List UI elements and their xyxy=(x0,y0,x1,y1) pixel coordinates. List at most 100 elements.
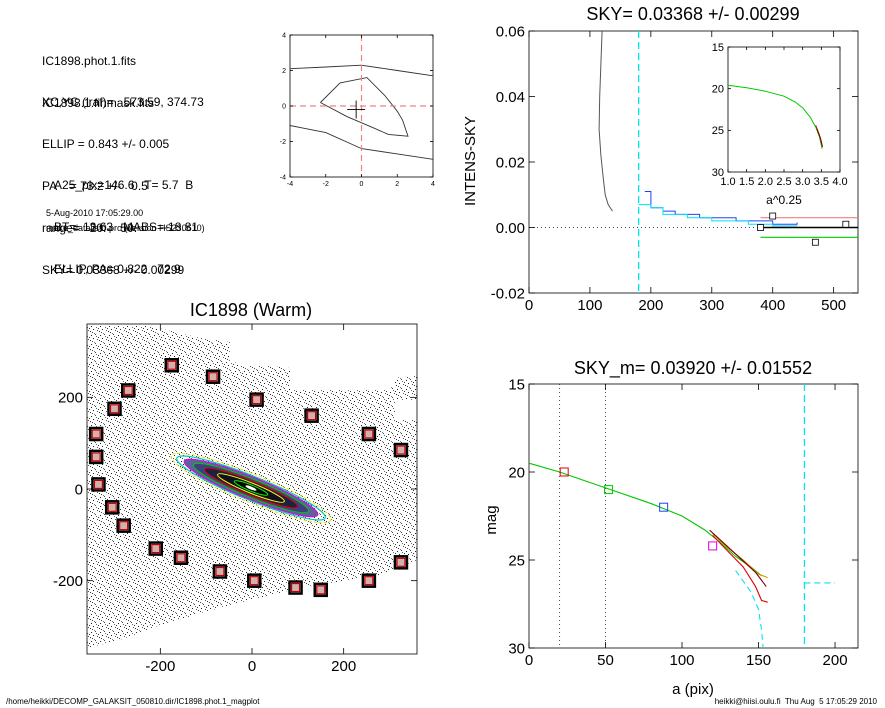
mag-ticks: 0 50 100 150 200 15 20 25 30 xyxy=(508,376,858,669)
x-tick-label: 200 xyxy=(638,297,663,314)
info-block-files: IC1898.phot.1.fits IC1898.1.finmask.fits xyxy=(42,26,154,124)
sky-boxes xyxy=(88,358,409,598)
sky-series-line xyxy=(638,204,798,227)
sky-inset: 1.0 1.5 2.0 2.5 3.0 3.5 4.0 15 20 25 30 a^0.25 xyxy=(712,42,848,207)
contour-ticks: -4 -2 0 2 4 -4 -2 0 2 4 xyxy=(280,32,435,188)
x-tick-label: 200 xyxy=(331,658,356,675)
sky-box-inner xyxy=(176,553,186,563)
mag-marker xyxy=(659,502,669,512)
inset-curve-line xyxy=(816,128,823,148)
sky-box-inner xyxy=(396,557,406,567)
sky-box-inner xyxy=(123,385,133,396)
galaxy-isophotes xyxy=(170,452,332,524)
galaxy-image-plot: IC1898 (Warm) -200 0 200 -200 0 200 xyxy=(53,300,418,675)
image-ticks: -200 0 200 -200 0 200 xyxy=(53,324,417,675)
x-tick-label: 1.0 xyxy=(720,176,735,188)
sky-box-inner xyxy=(109,404,120,414)
mag-frame xyxy=(528,383,859,649)
y-tick-label: 30 xyxy=(712,167,724,179)
sky-profile-plot: SKY= 0.03368 +/- 0.00299 INTENS-SKY 0 100… xyxy=(462,4,859,314)
y-tick-label: -200 xyxy=(53,573,83,590)
y-tick-label: 0 xyxy=(75,481,83,498)
info-program: make_datalist0.pro (version HS230610) xyxy=(46,223,205,233)
sky-box-inner xyxy=(396,445,406,455)
sky-marker xyxy=(811,238,819,246)
x-tick-label: -2 xyxy=(323,181,329,188)
inset-ticks: 1.0 1.5 2.0 2.5 3.0 3.5 4.0 15 20 25 30 xyxy=(712,42,848,188)
sky-box-inner xyxy=(107,502,117,512)
x-tick-label: 0 xyxy=(525,297,533,314)
y-tick-label: 25 xyxy=(712,125,724,137)
y-tick-label: 15 xyxy=(712,42,724,54)
sky-box-inner xyxy=(208,372,218,382)
sky-box-inner xyxy=(364,429,374,439)
mag-marker xyxy=(604,485,614,495)
contour-plot: -4 -2 0 2 4 -4 -2 0 2 4 xyxy=(280,32,435,188)
y-tick-label: -0.02 xyxy=(491,285,525,302)
sky-ylabel: INTENS-SKY xyxy=(462,116,479,206)
info-line: IC1898.phot.1.fits xyxy=(42,54,137,68)
x-tick-label: 0 xyxy=(525,652,533,669)
x-tick-label: 500 xyxy=(821,297,846,314)
image-mask-gap xyxy=(240,343,282,366)
galaxy-image xyxy=(87,324,417,654)
info-block-params: XC,YC (iraf)= 573.59, 374.73 ELLIP = 0.8… xyxy=(42,67,204,291)
info-date: 5-Aug-2010 17:05:29.00 xyxy=(46,208,144,218)
inset-curve xyxy=(727,84,823,149)
sky-marker xyxy=(757,224,764,231)
mag-marker xyxy=(559,467,569,477)
y-tick-label: 2 xyxy=(282,68,286,75)
mag-series-line xyxy=(528,462,762,577)
x-tick-label: 3.5 xyxy=(814,176,829,188)
mag-series-line xyxy=(709,529,767,587)
contour-line xyxy=(320,77,409,137)
x-tick-label: 200 xyxy=(823,652,848,669)
footer-path: /home/heikki/DECOMP_GALAKSIT_050810.dir/… xyxy=(6,697,260,706)
sky-box-inner xyxy=(364,576,374,586)
mag-marker xyxy=(708,541,718,551)
x-tick-label: 2 xyxy=(395,181,399,188)
x-tick-label: 0 xyxy=(248,658,256,675)
x-tick-label: 1.5 xyxy=(739,176,754,188)
x-tick-label: 4 xyxy=(431,181,435,188)
mag-profile-plot: SKY_m= 0.03920 +/- 0.01552 mag a (pix) 0… xyxy=(483,358,859,698)
sky-series xyxy=(529,30,858,293)
info-line: IC1898.1.finmask.fits xyxy=(42,96,155,110)
sky-box-inner xyxy=(91,429,101,439)
sky-ticks: 0 100 200 300 400 500 -0.02 0.00 0.02 0.04 0.06 xyxy=(491,23,858,314)
sky-marker xyxy=(842,220,850,228)
sky-box-inner xyxy=(316,585,326,595)
x-tick-label: -4 xyxy=(287,181,293,188)
info-line: BT= 13.63 MABS=-18.81 xyxy=(54,220,199,234)
sky-box-inner xyxy=(215,566,225,577)
y-tick-label: 15 xyxy=(508,376,525,393)
x-tick-label: 2.0 xyxy=(758,176,773,188)
y-tick-label: 0.06 xyxy=(496,23,525,40)
y-tick-label: -4 xyxy=(280,174,286,181)
x-tick-label: 100 xyxy=(670,652,695,669)
mag-title: SKY_m= 0.03920 +/- 0.01552 xyxy=(574,358,812,379)
sky-box-inner xyxy=(167,360,177,370)
info-line: ELLIP, PA= 0.822 72.9 xyxy=(54,262,181,276)
sky-box-inner xyxy=(91,452,101,462)
inset-frame xyxy=(727,46,841,173)
x-tick-label: 50 xyxy=(597,652,614,669)
image-mask-gap xyxy=(395,400,417,420)
x-tick-label: 2.5 xyxy=(776,176,791,188)
sky-series-line xyxy=(598,30,613,212)
mag-ylabel: mag xyxy=(483,505,500,534)
info-block-results: A25_pix=146.6 T= 5.7 B BT= 13.63 MABS=-1… xyxy=(54,150,198,290)
mag-series-line xyxy=(735,570,764,649)
sky-box-inner xyxy=(119,521,129,531)
mag-series-line xyxy=(712,535,768,603)
info-line: XC,YC (iraf)= 573.59, 374.73 xyxy=(42,95,204,109)
info-line: PA = 73.2 +/- 0.5 xyxy=(42,179,148,193)
inset-xlabel: a^0.25 xyxy=(766,193,802,207)
y-tick-label: 0.00 xyxy=(496,220,525,237)
info-line: ELLIP = 0.843 +/- 0.005 xyxy=(42,137,170,151)
footer-user: heikki@hiisi.oulu.fi Thu Aug 5 17:05:29 … xyxy=(714,697,877,706)
sky-box-inner xyxy=(93,479,104,490)
sky-title: SKY= 0.03368 +/- 0.00299 xyxy=(586,4,799,24)
x-tick-label: 150 xyxy=(746,652,771,669)
